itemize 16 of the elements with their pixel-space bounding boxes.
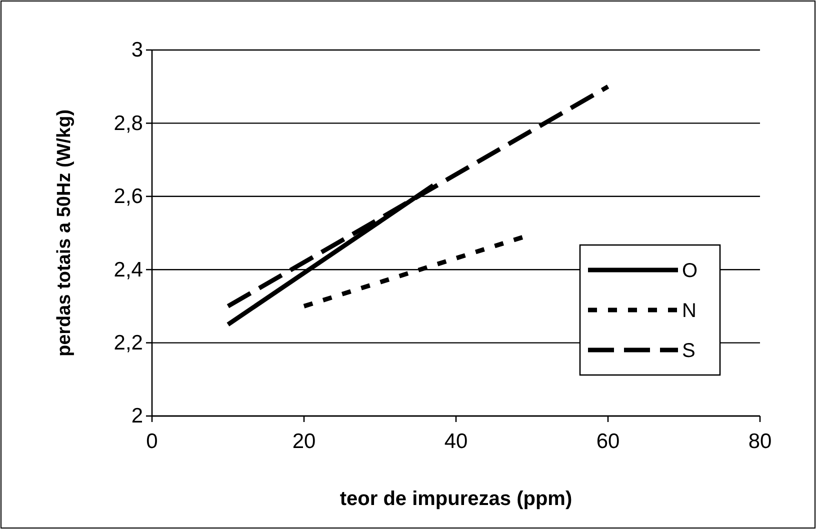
x-tick-label: 80 — [748, 430, 772, 454]
y-tick-label: 2,6 — [114, 185, 143, 208]
legend-label: S — [682, 340, 696, 362]
legend-label: N — [682, 300, 696, 322]
y-tick-label: 3 — [131, 38, 143, 62]
y-tick-label: 2,2 — [114, 332, 143, 355]
y-tick-label: 2 — [131, 404, 143, 428]
legend-label: O — [682, 260, 698, 282]
y-axis-title: perdas totais a 50Hz (W/kg) — [54, 109, 75, 357]
x-tick-label: 0 — [146, 430, 158, 454]
x-axis-title: teor de impurezas (ppm) — [340, 488, 572, 510]
y-tick-label: 2,4 — [114, 258, 144, 282]
y-tick-label: 2,8 — [114, 112, 143, 135]
x-tick-label: 40 — [444, 430, 468, 454]
x-tick-label: 60 — [596, 430, 620, 454]
x-tick-label: 20 — [292, 430, 316, 454]
